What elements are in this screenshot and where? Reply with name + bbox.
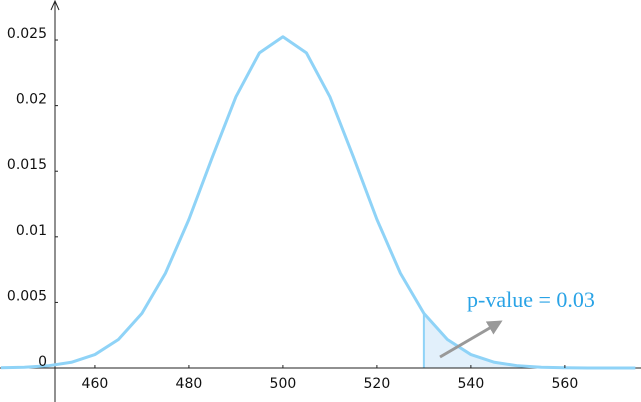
y-tick-label: 0.015 <box>7 157 47 173</box>
x-tick-label: 520 <box>364 376 391 392</box>
annotation: p-value = 0.03 <box>467 287 595 312</box>
x-tick-label: 480 <box>176 376 203 392</box>
y-tick-label: 0.01 <box>16 223 47 239</box>
x-tick-label: 540 <box>458 376 485 392</box>
y-tick-label: 0 <box>38 354 47 370</box>
tail-area <box>423 313 636 369</box>
x-tick-label: 500 <box>270 376 297 392</box>
y-axis-arrow <box>50 0 60 11</box>
x-tick-label: 560 <box>552 376 579 392</box>
x-tick-label: 460 <box>82 376 109 392</box>
density-curve <box>0 35 636 370</box>
y-tick-label: 0.005 <box>7 288 47 304</box>
annotation-arrow <box>439 320 503 359</box>
y-tick-label: 0.025 <box>7 26 47 42</box>
y-tick-label: 0.02 <box>16 92 47 108</box>
